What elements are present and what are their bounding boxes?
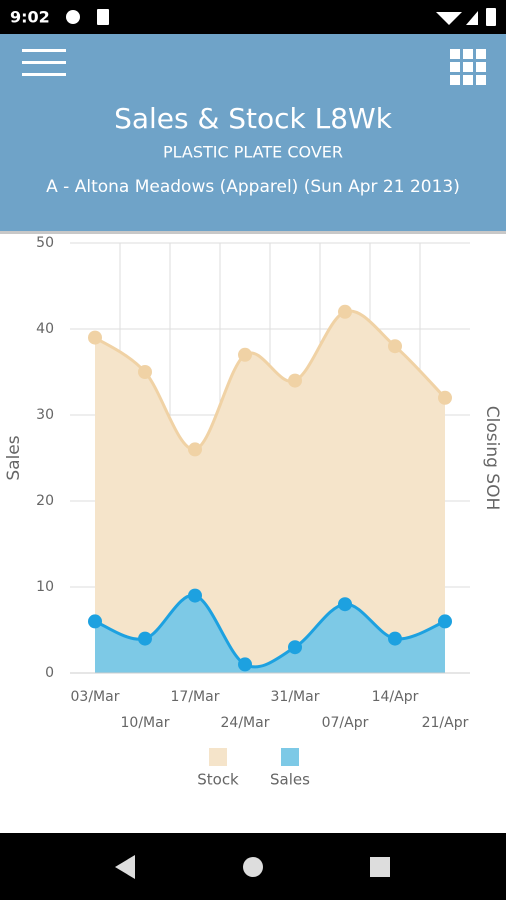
- y2-axis-label: Closing SOH: [482, 406, 502, 511]
- y-tick-label: 0: [45, 665, 54, 681]
- data-point: [338, 597, 352, 612]
- series-area: [95, 595, 445, 673]
- y-tick-label: 10: [36, 579, 54, 595]
- x-tick-label: 14/Apr: [372, 689, 419, 705]
- data-point: [138, 365, 152, 379]
- header-shadow: [0, 231, 506, 234]
- status-bar: [0, 0, 506, 34]
- home-button[interactable]: [243, 857, 263, 877]
- series-line: [94, 594, 446, 669]
- menu-button[interactable]: [22, 49, 66, 76]
- y-tick-label: 20: [36, 493, 54, 509]
- data-point: [438, 390, 452, 405]
- x-tick-label: 10/Mar: [121, 715, 170, 731]
- data-point: [288, 373, 302, 388]
- app-header: [0, 34, 506, 232]
- data-point: [88, 330, 102, 345]
- y-tick-label: 40: [36, 321, 54, 337]
- data-point: [288, 640, 302, 655]
- header-info: A - Altona Meadows (Apparel) (Sun Apr 21…: [46, 177, 460, 197]
- battery-icon: [486, 8, 496, 26]
- sd-icon: [97, 9, 109, 25]
- grid-button[interactable]: [450, 49, 486, 85]
- x-tick-label: 24/Mar: [221, 715, 270, 731]
- x-tick-label: 17/Mar: [171, 689, 220, 705]
- data-point: [238, 347, 252, 362]
- x-tick-label: 21/Apr: [422, 715, 469, 731]
- data-point: [338, 304, 352, 319]
- legend-swatch: [281, 748, 299, 766]
- series-area: [95, 310, 445, 673]
- back-button[interactable]: [115, 855, 135, 879]
- data-point: [188, 442, 202, 457]
- x-tick-label: 31/Mar: [271, 689, 320, 705]
- y-axis-label: Sales: [4, 435, 24, 480]
- y-tick-label: 30: [36, 407, 54, 423]
- y-tick-label: 50: [36, 235, 54, 251]
- series-line: [94, 309, 447, 451]
- header-subtitle: PLASTIC PLATE COVER: [163, 143, 343, 162]
- data-point: [388, 631, 402, 646]
- status-time: 9:02: [10, 8, 50, 27]
- settings-icon: [66, 10, 80, 24]
- data-point: [438, 614, 452, 629]
- legend-label: Stock: [197, 771, 239, 789]
- signal-icon: [466, 11, 478, 25]
- legend-label: Sales: [270, 771, 310, 789]
- x-tick-label: 03/Mar: [71, 689, 120, 705]
- recents-button[interactable]: [370, 857, 390, 877]
- x-tick-label: 07/Apr: [322, 715, 369, 731]
- legend-swatch: [209, 748, 227, 766]
- data-point: [188, 588, 202, 603]
- data-point: [138, 631, 152, 646]
- data-point: [238, 657, 252, 672]
- wifi-icon: [436, 12, 462, 25]
- data-point: [88, 614, 102, 629]
- header-title: Sales & Stock L8Wk: [114, 102, 393, 135]
- data-point: [388, 339, 402, 354]
